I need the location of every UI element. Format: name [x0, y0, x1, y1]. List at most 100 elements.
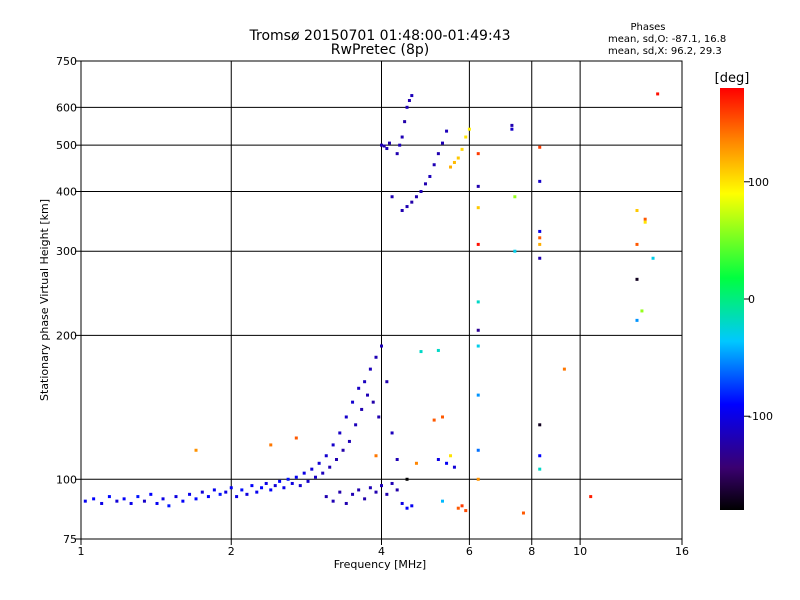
data-point	[405, 105, 409, 109]
data-point	[368, 486, 372, 490]
data-point	[282, 486, 286, 490]
data-point	[476, 152, 480, 156]
y-axis-label: Stationary phase Virtual Height [km]	[38, 199, 51, 401]
data-point	[640, 309, 644, 313]
data-point	[452, 465, 456, 469]
data-point	[407, 99, 411, 103]
data-point	[510, 123, 514, 127]
data-point	[460, 504, 464, 508]
data-point	[410, 200, 414, 204]
data-point	[324, 454, 328, 458]
data-point	[212, 488, 216, 492]
data-point	[464, 509, 468, 513]
data-point	[405, 477, 409, 481]
data-point	[464, 135, 468, 139]
data-point	[368, 367, 372, 371]
data-point	[142, 499, 146, 503]
data-point	[278, 479, 282, 483]
data-point	[656, 92, 660, 96]
data-point	[432, 163, 436, 167]
data-point	[286, 477, 290, 481]
data-point	[245, 492, 249, 496]
y-tick-label: 500	[56, 139, 77, 152]
data-point	[371, 400, 375, 404]
data-point	[390, 195, 394, 199]
data-point	[410, 504, 414, 508]
data-point	[224, 490, 228, 494]
data-point	[294, 475, 298, 479]
data-point	[441, 141, 445, 145]
data-point	[380, 143, 383, 147]
data-point	[200, 490, 204, 494]
x-tick-label: 2	[228, 545, 235, 558]
data-point	[167, 504, 171, 508]
colorbar-tick-label: 100	[748, 176, 769, 189]
data-point	[538, 467, 542, 471]
data-point	[456, 506, 460, 510]
data-point	[250, 484, 254, 488]
data-point	[174, 495, 178, 499]
data-point	[347, 439, 351, 443]
data-point	[562, 367, 566, 371]
data-point	[390, 481, 394, 485]
data-point	[129, 501, 133, 505]
data-point	[357, 386, 361, 390]
data-point	[456, 156, 460, 160]
data-point	[441, 499, 445, 503]
data-point	[643, 220, 647, 224]
data-point	[306, 479, 310, 483]
data-point	[385, 380, 389, 384]
data-point	[521, 511, 525, 515]
data-point	[449, 165, 453, 169]
data-point	[476, 448, 480, 452]
data-point	[476, 344, 480, 348]
x-axis-label: Frequency [MHz]	[334, 558, 426, 571]
data-point	[374, 454, 378, 458]
data-point	[331, 499, 335, 503]
data-point	[385, 147, 389, 151]
data-point	[240, 488, 244, 492]
data-point	[538, 256, 542, 260]
x-tick-label: 6	[466, 545, 473, 558]
phases-mean-x: mean, sd,X: 96.2, 29.3	[608, 46, 722, 57]
axis-ticks: 1 2 4 6 8 10 16 75 100 200 300 400 500 600 750	[56, 55, 689, 558]
data-point	[294, 436, 298, 440]
data-point	[302, 471, 306, 475]
data-point	[260, 486, 264, 490]
data-point	[414, 461, 418, 465]
data-point	[374, 355, 378, 359]
data-point	[264, 481, 268, 485]
data-point	[235, 495, 239, 499]
data-point	[635, 277, 639, 281]
data-point	[538, 145, 542, 149]
data-point	[414, 195, 418, 199]
data-point	[357, 488, 361, 492]
data-point	[467, 127, 471, 131]
x-tick-label: 16	[675, 545, 689, 558]
data-point	[445, 461, 449, 465]
data-point	[436, 152, 440, 156]
data-point	[351, 400, 355, 404]
data-point	[377, 415, 381, 419]
data-point	[419, 350, 423, 354]
data-point	[206, 495, 210, 499]
data-point	[405, 506, 409, 510]
colorbar-tick-label: -100	[748, 410, 773, 423]
data-point	[155, 501, 159, 505]
chart-title: Tromsø 20150701 01:48:00-01:49:43	[249, 28, 511, 44]
data-point	[538, 242, 542, 246]
data-point	[363, 380, 367, 384]
data-point	[538, 179, 542, 183]
data-point	[341, 448, 345, 452]
data-point	[387, 141, 391, 145]
data-point	[651, 256, 655, 260]
data-point	[432, 418, 436, 422]
data-point	[538, 454, 542, 458]
data-point	[449, 454, 453, 458]
data-point	[338, 431, 342, 435]
data-point	[395, 488, 399, 492]
data-point	[476, 184, 480, 188]
x-tick-label: 10	[573, 545, 587, 558]
data-point	[589, 495, 593, 499]
data-point	[400, 209, 404, 213]
